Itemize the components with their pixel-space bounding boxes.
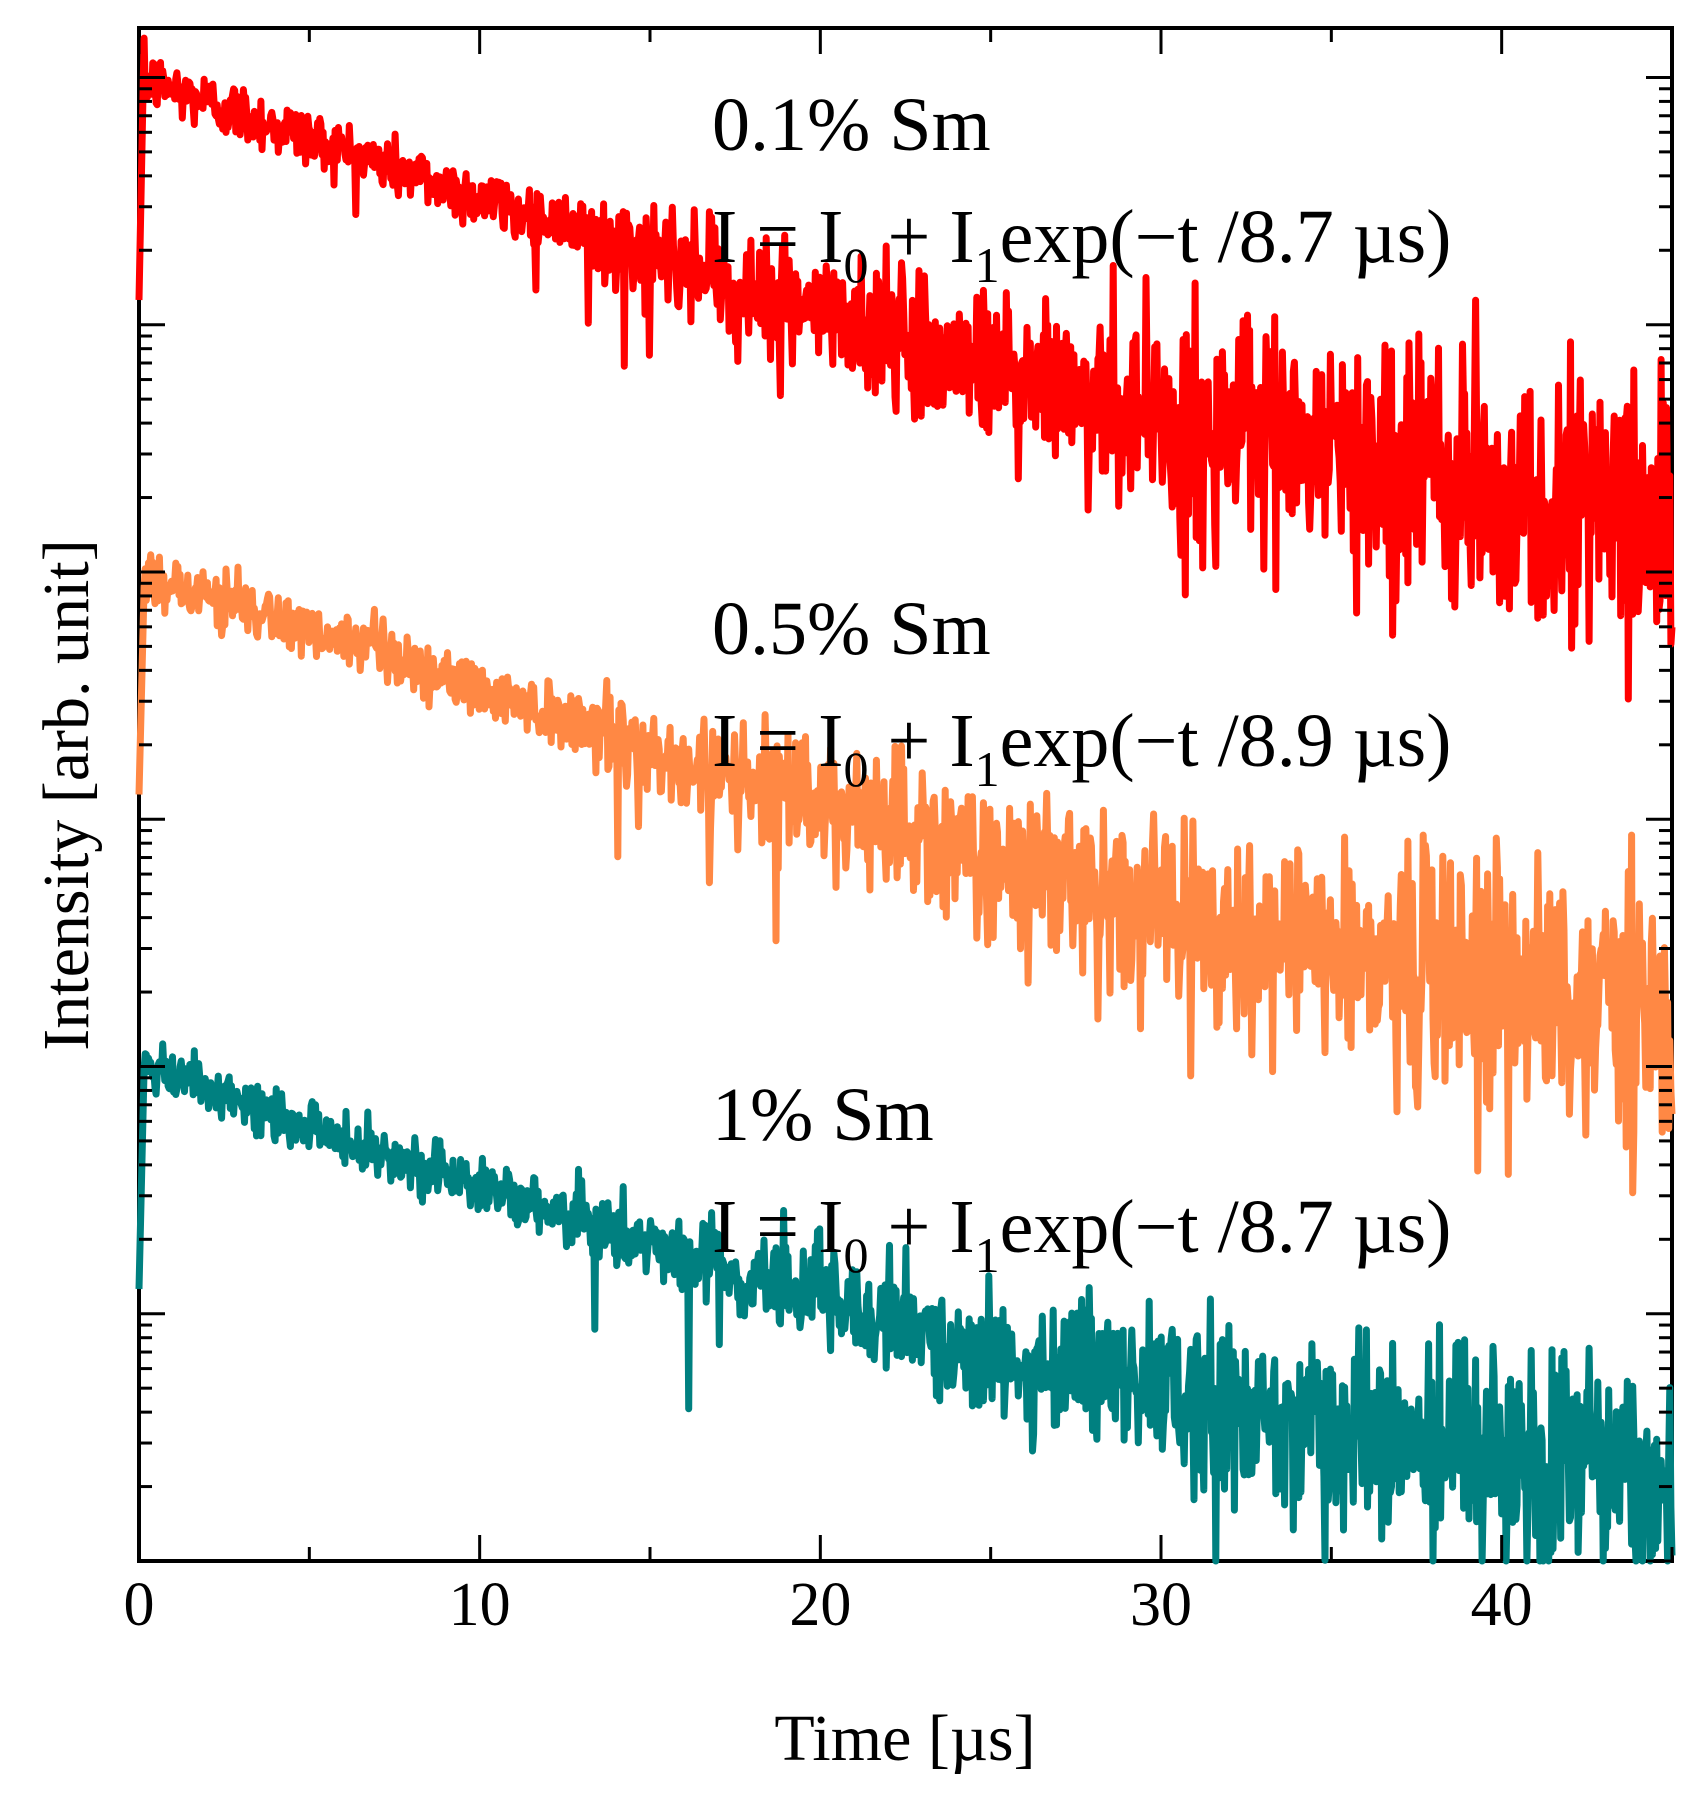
series-0-label: 0.1% Sm bbox=[712, 83, 991, 167]
x-tick-label-20: 20 bbox=[789, 1571, 851, 1639]
series-0-fit-equation: I = I0 + I1exp(−t /8.7 µs) bbox=[712, 195, 1451, 293]
series-1-fit-equation: I = I0 + I1exp(−t /8.9 µs) bbox=[712, 699, 1451, 797]
y-axis-label: Intensity [arb. unit] bbox=[30, 539, 103, 1050]
series-1-label: 0.5% Sm bbox=[712, 587, 991, 671]
series-2-label: 1% Sm bbox=[712, 1073, 934, 1157]
series-layer bbox=[135, 34, 1676, 1565]
x-tick-label-10: 10 bbox=[449, 1571, 511, 1639]
series-line-0 bbox=[135, 34, 1676, 703]
x-tick-label-0: 0 bbox=[124, 1571, 155, 1639]
x-tick-label-40: 40 bbox=[1471, 1571, 1533, 1639]
series-2-fit-equation: I = I0 + I1exp(−t /8.7 µs) bbox=[712, 1185, 1451, 1283]
x-axis-label: Time [µs] bbox=[774, 1702, 1035, 1775]
x-tick-label-30: 30 bbox=[1130, 1571, 1192, 1639]
series-line-1 bbox=[135, 551, 1676, 1197]
tick-layer bbox=[137, 28, 1674, 1563]
series-line-2 bbox=[135, 1040, 1676, 1565]
